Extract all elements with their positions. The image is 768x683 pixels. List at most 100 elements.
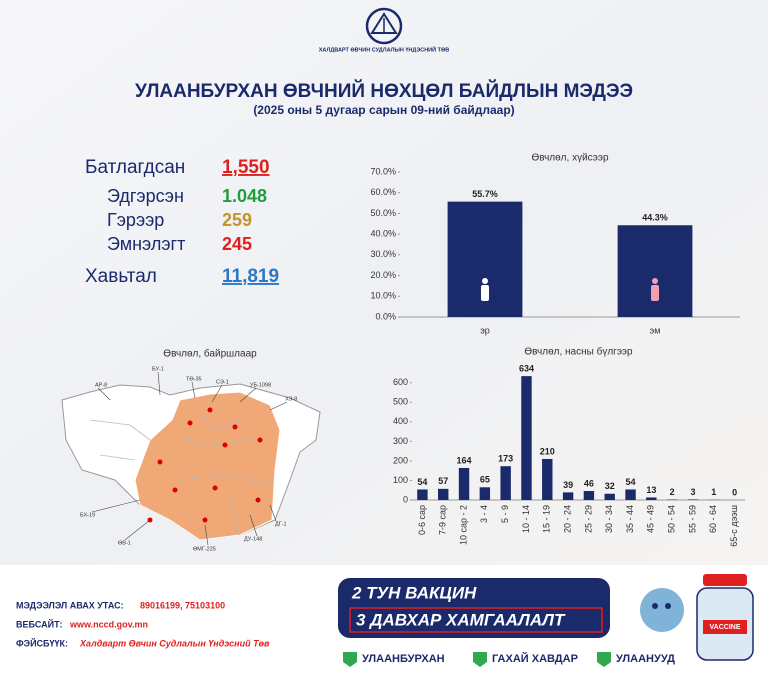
stat-value: 259: [222, 210, 252, 230]
stat-value: 1,550: [222, 157, 270, 178]
bar: [459, 468, 469, 500]
x-tick-label: 35 - 44: [625, 505, 635, 533]
x-tick-label: эр: [480, 325, 490, 335]
check-label: УЛААНБУРХАН: [362, 653, 445, 665]
value-label: 210: [540, 446, 555, 456]
map-label: ДГ-1: [275, 521, 287, 527]
value-label: 3: [690, 487, 695, 497]
map-label: ӨВ-1: [118, 540, 131, 546]
banner-text: 2 ТУН ВАКЦИН: [351, 583, 477, 602]
value-label: 13: [646, 485, 656, 495]
footer-value: 89016199, 75103100: [140, 600, 225, 610]
check-label: ГАХАЙ ХАВДАР: [492, 652, 578, 665]
footer-label: ФЭЙСБҮҮК:: [16, 637, 68, 648]
stat-label: Батлагдсан: [85, 157, 185, 178]
x-tick-label: 55 - 59: [687, 505, 697, 533]
title: УЛААНБУРХАН ӨВЧНИЙ НӨХЦӨЛ БАЙДЛЫН МЭДЭЭ: [135, 80, 633, 102]
chart-title: Өвчлөл, насны бүлгээр: [524, 346, 633, 358]
stat-label: Эдгэрсэн: [107, 186, 184, 206]
value-label: 39: [563, 480, 573, 490]
x-tick-label: 60 - 64: [708, 505, 718, 533]
y-tick-label: 100: [393, 475, 408, 485]
person-icon: [481, 285, 489, 301]
map-label: БУ-1: [152, 366, 164, 372]
x-tick-label: 5 - 9: [500, 505, 510, 523]
x-tick-label: 7-9 сар: [438, 505, 448, 535]
value-label: 44.3%: [642, 213, 668, 223]
y-tick-label: 70.0%: [370, 166, 396, 176]
value-label: 54: [417, 477, 427, 487]
banner-text: 3 ДАВХАР ХАМГААЛАЛТ: [356, 610, 566, 629]
footer-label: МЭДЭЭЛЭЛ АВАХ УТАС:: [16, 600, 124, 610]
bar: [584, 491, 594, 500]
y-tick-label: 500: [393, 397, 408, 407]
x-tick-label: 65-с дээш: [729, 505, 739, 547]
value-label: 57: [438, 476, 448, 486]
value-label: 1: [711, 487, 716, 497]
bar: [417, 489, 427, 500]
bar: [542, 459, 552, 500]
value-label: 0: [732, 487, 737, 497]
value-label: 634: [519, 364, 534, 374]
map-label: ТӨ-35: [186, 376, 202, 382]
map-label: ХЭ-8: [285, 396, 297, 402]
bar: [646, 497, 656, 500]
y-tick-label: 10.0%: [370, 291, 396, 301]
stat-label: Хавьтал: [85, 266, 157, 287]
x-tick-label: 0-6 сар: [417, 505, 427, 535]
subtitle: (2025 оны 5 дугаар сарын 09-ний байдлаар…: [253, 103, 514, 117]
x-tick-label: 15 - 19: [542, 505, 552, 533]
footer-label: ВЕБСАЙТ:: [16, 618, 62, 629]
value-label: 173: [498, 454, 513, 464]
stat-label: Эмнэлэгт: [107, 234, 185, 254]
x-tick-label: 10 сар - 2: [458, 505, 468, 545]
x-tick-label: 25 - 29: [583, 505, 593, 533]
virus-icon: [640, 588, 684, 632]
check-label: УЛААНУУД: [616, 653, 675, 665]
map-label: БХ-19: [80, 512, 95, 518]
stat-label: Гэрээр: [107, 210, 164, 230]
logo-text: ХАЛДВАРТ ӨВЧИН СУДЛАЛЫН ҮНДЭСНИЙ ТӨВ: [319, 45, 449, 53]
chart-title: Өвчлөл, хүйсээр: [531, 153, 609, 164]
value-label: 54: [626, 477, 636, 487]
map-label: СЭ-1: [216, 379, 229, 385]
value-label: 46: [584, 478, 594, 488]
bar: [563, 492, 573, 500]
map-label: ӨМГ-225: [193, 546, 216, 552]
map-label: АР-8: [95, 382, 107, 388]
stat-value: 245: [222, 234, 252, 254]
map-label: УБ-1098: [250, 382, 271, 388]
stat-value: 1.048: [222, 186, 267, 206]
y-tick-label: 60.0%: [370, 187, 396, 197]
y-tick-label: 200: [393, 455, 408, 465]
y-tick-label: 30.0%: [370, 249, 396, 259]
y-tick-label: 40.0%: [370, 229, 396, 239]
value-label: 32: [605, 481, 615, 491]
bar: [605, 494, 615, 500]
x-tick-label: 20 - 24: [562, 505, 572, 533]
footer-value: Халдварт Өвчин Судлалын Үндэсний Төв: [79, 638, 270, 648]
x-tick-label: 30 - 34: [604, 505, 614, 533]
y-tick-label: 600: [393, 377, 408, 387]
value-label: 164: [457, 455, 472, 465]
y-tick-label: 300: [393, 436, 408, 446]
stat-value: 11,819: [222, 266, 279, 287]
bar: [625, 489, 635, 500]
value-label: 65: [480, 475, 490, 485]
value-label: 55.7%: [472, 189, 498, 199]
bar: [618, 225, 693, 317]
person-icon: [651, 285, 659, 301]
bottle-label: VACCINE: [710, 624, 741, 631]
map-title: Өвчлөл, байршлаар: [163, 348, 257, 360]
bar: [500, 466, 510, 500]
value-label: 2: [670, 487, 675, 497]
x-tick-label: 50 - 54: [667, 505, 677, 533]
y-tick-label: 0: [403, 494, 408, 504]
bar: [688, 499, 698, 500]
y-tick-label: 20.0%: [370, 270, 396, 280]
person-icon: [652, 278, 658, 284]
x-tick-label: 45 - 49: [646, 505, 656, 533]
y-tick-label: 0.0%: [375, 311, 396, 321]
